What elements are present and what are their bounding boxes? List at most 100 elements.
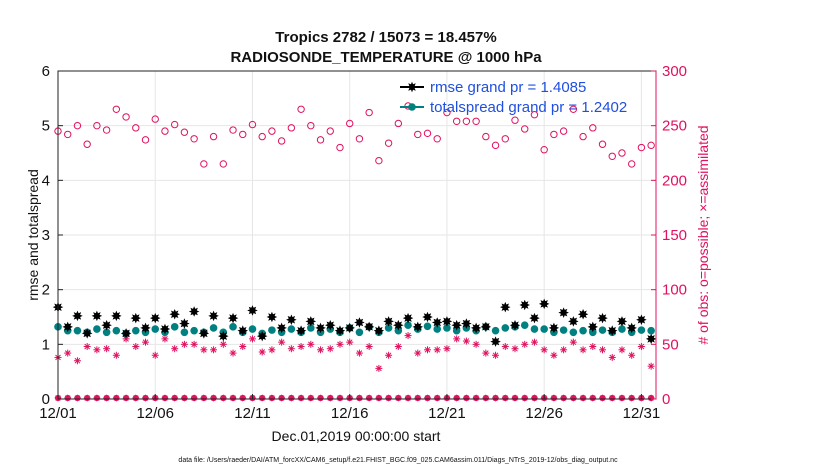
baseline-zero-star <box>618 394 626 402</box>
rmse-point <box>91 310 103 322</box>
baseline-zero-star <box>452 394 461 402</box>
totalspread-point <box>180 328 189 337</box>
obs-possible-point <box>219 160 228 168</box>
totalspread-point <box>384 324 393 332</box>
rmse-point <box>111 310 122 322</box>
obs-assimilated-point <box>239 343 247 351</box>
baseline-zero-star <box>365 394 373 402</box>
baseline-zero-star <box>73 394 82 402</box>
obs-possible-point <box>462 117 471 125</box>
obs-possible-point <box>423 129 432 138</box>
obs-possible-point <box>229 126 237 134</box>
obs-possible-point <box>589 124 597 132</box>
obs-assimilated-point <box>73 357 81 365</box>
rmse-point <box>159 323 171 335</box>
obs-possible-point <box>316 136 325 144</box>
rmse-point <box>393 319 404 331</box>
obs-possible-point <box>491 141 500 150</box>
rmse-point <box>538 298 550 310</box>
rmse-point <box>188 306 200 317</box>
obs-assimilated-point <box>618 346 626 354</box>
data-marks <box>52 102 657 402</box>
baseline-zero-star <box>316 394 325 402</box>
baseline-zero-star <box>326 394 335 402</box>
rmse-point <box>62 321 73 333</box>
obs-assimilated-point <box>180 340 188 348</box>
y-left-tick-label: 0 <box>42 391 50 408</box>
baseline-zero-star <box>550 394 558 402</box>
obs-assimilated-point <box>287 345 295 353</box>
x-tick-label: 12/21 <box>428 405 466 422</box>
totalspread-point <box>598 326 607 334</box>
x-axis-label: Dec.01,2019 00:00:00 start <box>272 428 441 444</box>
baseline-zero-star <box>501 394 510 402</box>
rmse-point <box>149 312 161 324</box>
rmse-point <box>548 322 560 334</box>
baseline-zero-star <box>141 394 150 402</box>
obs-assimilated-point <box>219 340 227 348</box>
obs-assimilated-point <box>297 343 305 351</box>
obs-assimilated-point <box>589 343 597 351</box>
legend-label-rmse: rmse grand pr = 1.4085 <box>430 79 586 96</box>
baseline-zero-star <box>482 394 490 402</box>
y-left-tick-label: 3 <box>42 227 50 244</box>
obs-assimilated-point <box>336 340 344 348</box>
totalspread-point <box>588 328 597 337</box>
obs-assimilated-point <box>608 353 616 361</box>
baseline-zero-star <box>414 394 422 402</box>
obs-possible-point <box>627 160 636 168</box>
rmse-point <box>363 321 375 333</box>
rmse-point <box>237 325 249 336</box>
obs-possible-point <box>501 135 509 143</box>
rmse-point <box>169 309 180 320</box>
obs-assimilated-point <box>64 349 72 357</box>
totalspread-point <box>248 325 257 333</box>
obs-assimilated-point <box>472 340 480 348</box>
rmse-point <box>616 316 628 327</box>
baseline-zero-star <box>511 394 519 402</box>
totalspread-point <box>151 325 160 333</box>
totalspread-point <box>268 326 276 334</box>
baseline-zero-star <box>520 394 529 402</box>
legend-marker-rmse <box>406 81 418 93</box>
totalspread-point <box>433 325 442 333</box>
obs-assimilated-point <box>210 346 218 354</box>
obs-possible-point <box>414 130 422 139</box>
rmse-point <box>412 321 424 333</box>
baseline-zero-star <box>627 394 636 402</box>
totalspread-point <box>618 325 626 333</box>
obs-assimilated-point <box>93 346 101 354</box>
x-axis: 12/01 12/06 12/11 12/16 12/21 12/26 12/31 <box>39 394 660 422</box>
obs-assimilated-point <box>346 338 354 346</box>
totalspread-point <box>170 323 179 331</box>
rmse-point <box>606 325 618 336</box>
obs-possible-point <box>161 127 169 135</box>
totalspread-point <box>355 328 364 337</box>
obs-possible-point <box>122 113 130 121</box>
baseline-zero-star <box>404 394 412 402</box>
rmse-point <box>120 328 132 339</box>
rmse-point <box>597 312 608 324</box>
obs-possible-point <box>647 141 655 150</box>
y-right-tick-label: 50 <box>662 336 679 353</box>
obs-possible-point <box>112 105 121 113</box>
rmse-point <box>130 312 142 324</box>
obs-possible-point <box>132 124 140 132</box>
obs-possible-point <box>559 127 568 135</box>
obs-possible-point <box>307 121 315 130</box>
obs-possible-point <box>248 120 257 129</box>
obs-assimilated-point <box>423 346 431 354</box>
totalspread-point <box>307 324 315 332</box>
baseline-zero-star <box>491 394 500 402</box>
totalspread-point <box>569 328 578 337</box>
obs-possible-point <box>239 130 247 139</box>
baseline-zero-star <box>462 394 471 402</box>
y-left-tick-label: 6 <box>42 63 50 80</box>
obs-assimilated-point <box>394 343 402 351</box>
obs-assimilated-point <box>511 345 519 353</box>
rmse-point <box>354 317 365 328</box>
totalspread-point <box>559 326 568 334</box>
baseline-zero-star <box>122 394 130 402</box>
baseline-zero-star <box>200 394 208 402</box>
baseline-zero-star <box>102 394 111 402</box>
